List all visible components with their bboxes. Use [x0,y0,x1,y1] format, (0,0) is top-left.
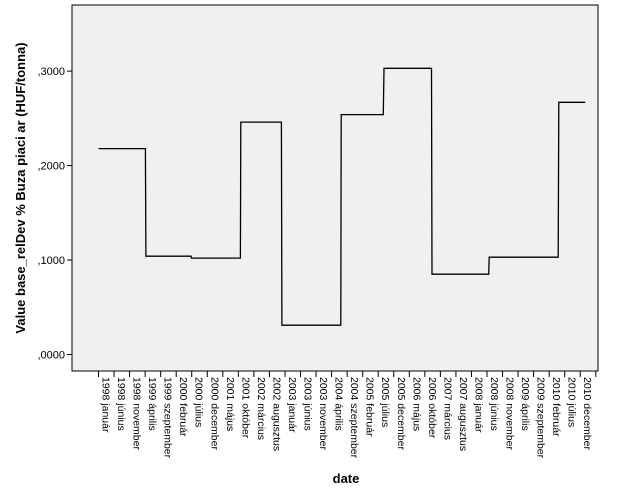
x-tick-label: 2010 február [550,377,562,437]
x-tick-label: 2008 június [488,377,500,431]
plot-area [71,4,599,372]
y-tick-label: ,1000 [37,255,65,267]
x-tick-label: 2009 április [519,377,531,431]
x-tick-label: 2004 szeptember [348,377,360,459]
x-tick-label: 2005 december [395,377,407,450]
x-tick-label: 1998 november [131,377,143,450]
x-tick-label: 1999 szeptember [162,377,174,459]
x-axis: 1998 január 1998 június 1998 november 1999 … [98,371,597,459]
x-tick-label: 2010 július [566,377,578,427]
series-group [98,67,586,326]
x-tick-label: 1998 január [100,377,112,433]
x-tick-label: 2002 március [255,377,267,440]
x-tick-label: 2007 március [441,377,453,440]
x-tick-label: 2004 április [333,377,345,431]
y-axis: ,0000 ,1000 ,2000 ,3000 [37,66,72,361]
x-tick-label: 2008 november [504,377,516,450]
x-tick-label: 1999 április [146,377,158,431]
x-tick-label: 2000 december [208,377,220,450]
x-tick-label: 2001 október [239,377,251,439]
x-axis-label: date [333,471,360,486]
series-line [98,67,586,326]
y-tick-label: ,2000 [37,161,65,173]
x-tick-label: 2000 február [177,377,189,437]
x-tick-label: 2001 május [224,377,236,431]
y-tick-label: ,3000 [37,66,65,78]
x-tick-label: 1998 június [115,377,127,431]
y-axis-label: Value base_relDev % Buza piaci ar (HUF/t… [13,42,28,333]
x-tick-label: 2003 január [286,377,298,433]
x-tick-label: 2010 december [581,377,593,450]
x-tick-label: 2003 június [302,377,314,431]
y-tick-label: ,0000 [37,349,65,361]
x-tick-label: 2005 február [364,377,376,437]
x-tick-label: 2005 július [379,377,391,427]
x-tick-label: 2006 május [410,377,422,431]
x-tick-label: 2007 augusztus [457,377,469,451]
x-tick-label: 2000 július [193,377,205,427]
x-tick-label: 2006 október [426,377,438,439]
x-tick-label: 2009 szeptember [535,377,547,459]
x-tick-label: 2003 november [317,377,329,450]
x-tick-label: 2008 január [472,377,484,433]
x-tick-label: 2002 augusztus [270,377,282,451]
